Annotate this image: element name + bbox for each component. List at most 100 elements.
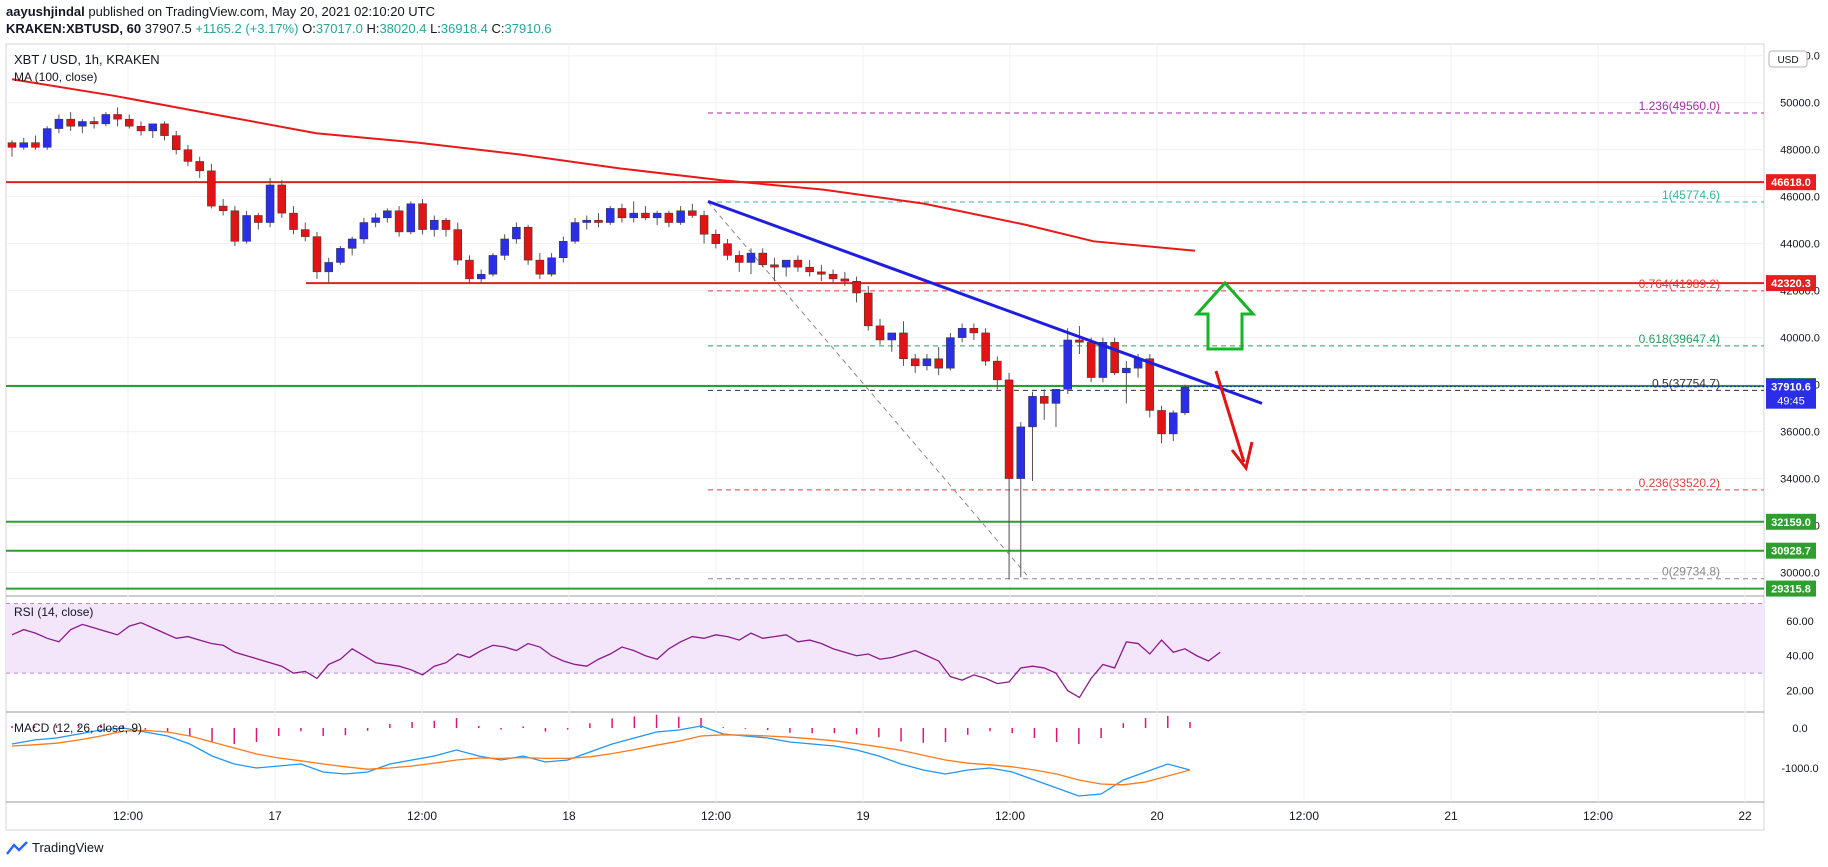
rsi-tick-label: 20.00	[1786, 686, 1814, 698]
countdown-label: 49:45	[1777, 396, 1805, 408]
candle-body	[359, 222, 369, 240]
high-value: 38020.4	[379, 21, 427, 36]
candle-body	[476, 273, 486, 280]
candle-body	[465, 259, 474, 280]
candle-body	[301, 229, 310, 237]
candle-body	[500, 238, 509, 256]
candle-body	[934, 358, 943, 369]
candle-body	[993, 360, 1002, 381]
rsi-tick-label: 60.00	[1786, 616, 1814, 628]
candle-body	[7, 142, 17, 148]
descending-trendline	[707, 199, 1263, 405]
price-level-badge	[1766, 580, 1816, 597]
author-name[interactable]: aayushjindal	[6, 4, 85, 19]
candle-body	[148, 123, 158, 132]
candle-body	[735, 255, 744, 263]
price-tick-label: 44000.0	[1780, 239, 1820, 251]
candle-body	[1086, 342, 1096, 378]
candle-body	[1098, 342, 1108, 378]
candle-body	[336, 248, 345, 263]
fib-level-label: 0.5(37754.7)	[1652, 376, 1720, 390]
candle-body	[230, 210, 240, 242]
bullish-arrow-icon	[1193, 280, 1257, 351]
candle-body	[1004, 379, 1014, 479]
candle-body	[875, 325, 885, 341]
candle-body	[101, 114, 111, 125]
time-tick-label: 22	[1738, 809, 1752, 823]
candle-body	[570, 222, 580, 242]
price-level-label: 29315.8	[1771, 584, 1811, 596]
symbol-quote-line: KRAKEN:XBTUSD, 60 37907.5 +1165.2 (+3.17…	[6, 21, 552, 36]
time-tick-label: 12:00	[701, 809, 731, 823]
candle-body	[981, 332, 990, 362]
current-price-badge	[1766, 378, 1816, 409]
current-price-label: 37910.6	[1771, 382, 1811, 394]
publish-details: published on TradingView.com, May 20, 20…	[88, 4, 436, 19]
candle-body	[1122, 367, 1131, 374]
candle-body	[828, 273, 838, 280]
time-tick-label: 12:00	[1289, 809, 1319, 823]
candle-body	[664, 212, 674, 223]
candle-body	[559, 241, 568, 259]
price-level-badge	[1766, 513, 1816, 530]
last-price: 37907.5	[144, 21, 192, 36]
candle-body	[699, 215, 709, 235]
macd-line	[11, 725, 1191, 797]
fib-level-label: 1(45774.6)	[1662, 188, 1720, 202]
candle-body	[218, 205, 228, 212]
price-change: +1165.2 (+3.17%)	[195, 21, 299, 36]
candle-body	[605, 208, 615, 223]
currency-label: USD	[1777, 55, 1798, 66]
close-label: C:	[491, 21, 505, 36]
open-label: O:	[302, 21, 316, 36]
candle-body	[136, 125, 146, 132]
rsi-line	[11, 621, 1221, 699]
fib-level-label: 0.764(41989.2)	[1639, 277, 1720, 291]
candle-body	[394, 210, 404, 233]
candle-body	[1051, 389, 1061, 404]
candle-body	[652, 212, 662, 219]
macd-tick-label: 0.0	[1792, 723, 1807, 735]
candle-body	[805, 266, 814, 273]
rsi-band	[6, 603, 1764, 674]
close-value: 37910.6	[504, 21, 552, 36]
candle-body	[864, 292, 873, 327]
candle-body	[78, 121, 87, 127]
price-level-label: 30928.7	[1771, 546, 1811, 558]
candle-body	[125, 118, 134, 127]
time-tick-label: 12:00	[113, 809, 143, 823]
fib-level-label: 1.236(49560.0)	[1639, 99, 1720, 113]
candle-body	[488, 255, 498, 275]
time-tick-label: 21	[1444, 809, 1458, 823]
candle-body	[910, 358, 920, 367]
candle-body	[688, 210, 697, 216]
candle-body	[430, 219, 439, 230]
candle-body	[1063, 339, 1072, 390]
macd-legend: MACD (12, 26, close, 9)	[14, 721, 142, 735]
candle-body	[746, 252, 756, 263]
candle-body	[946, 337, 955, 369]
candle-body	[547, 257, 556, 275]
price-level-badge	[1766, 275, 1816, 292]
signal-line	[11, 729, 1191, 786]
candle-body	[289, 212, 298, 230]
candle-body	[254, 215, 263, 223]
candle-body	[887, 332, 896, 341]
candle-body	[957, 327, 967, 338]
candle-body	[1028, 396, 1037, 428]
footer-brand[interactable]: TradingView	[6, 840, 104, 855]
candle-body	[171, 135, 181, 150]
time-tick-label: 20	[1150, 809, 1164, 823]
candle-body	[758, 252, 767, 266]
candle-body	[1180, 386, 1190, 414]
candle-body	[160, 123, 169, 136]
candle-body	[899, 332, 908, 360]
price-tick-label: 48000.0	[1780, 145, 1820, 157]
candle-body	[1039, 396, 1049, 404]
price-tick-label: 34000.0	[1780, 474, 1820, 486]
candle-body	[582, 219, 592, 223]
candle-body	[89, 121, 99, 125]
price-tick-label: 40000.0	[1780, 333, 1820, 345]
candle-body	[54, 118, 64, 129]
